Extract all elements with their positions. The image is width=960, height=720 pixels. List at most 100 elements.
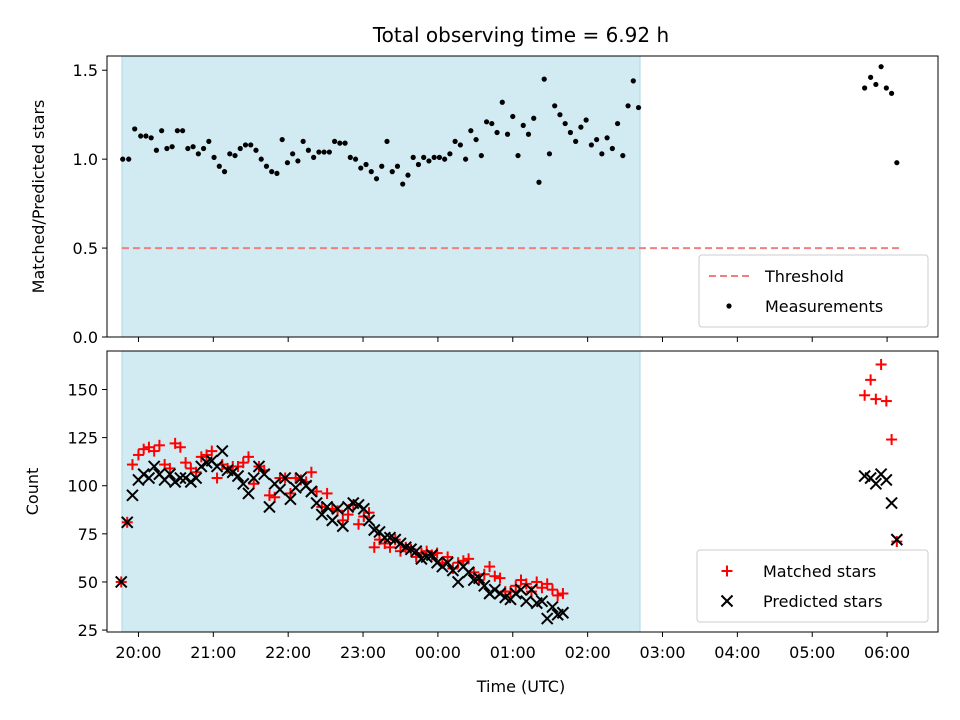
data-point xyxy=(331,502,344,516)
data-point xyxy=(289,481,302,494)
data-point xyxy=(389,169,395,175)
data-point xyxy=(426,158,432,164)
y-tick-label: 25 xyxy=(78,621,98,640)
data-point xyxy=(625,103,631,109)
data-point xyxy=(210,460,224,473)
data-point xyxy=(242,451,254,463)
data-point xyxy=(635,104,642,111)
data-point xyxy=(126,459,138,471)
observing-window-shade xyxy=(121,350,641,633)
data-point xyxy=(442,156,448,162)
data-point xyxy=(126,489,139,502)
x-tick-label: 00:00 xyxy=(415,643,461,662)
data-point xyxy=(468,566,480,578)
x-tick-label: 06:00 xyxy=(864,643,910,662)
data-point xyxy=(410,154,416,160)
data-point xyxy=(200,145,207,152)
data-point xyxy=(578,124,584,130)
data-point xyxy=(894,160,900,166)
data-point xyxy=(447,562,459,574)
axes-frame xyxy=(106,350,939,633)
data-point xyxy=(421,154,427,160)
data-point xyxy=(468,128,474,134)
data-point xyxy=(153,147,160,153)
data-point xyxy=(352,156,359,162)
data-point xyxy=(441,556,454,569)
y-tick-label: 100 xyxy=(67,477,98,496)
data-point xyxy=(353,518,365,530)
data-point xyxy=(504,131,511,137)
data-point xyxy=(132,449,144,461)
data-point xyxy=(520,578,532,590)
data-point xyxy=(290,472,302,484)
legend-label: Matched stars xyxy=(763,562,876,581)
data-point xyxy=(305,147,311,153)
data-point xyxy=(368,169,374,175)
data-point xyxy=(164,145,170,152)
data-point xyxy=(320,500,334,514)
data-point xyxy=(337,514,349,526)
data-point xyxy=(510,113,516,120)
data-point xyxy=(604,135,610,141)
x-tick-label: 23:00 xyxy=(340,643,386,662)
data-point xyxy=(478,579,491,593)
data-point xyxy=(431,154,437,160)
data-point xyxy=(295,158,301,164)
data-point xyxy=(599,151,605,157)
data-point xyxy=(148,445,160,457)
data-point xyxy=(321,149,327,155)
data-point xyxy=(342,509,354,521)
data-point xyxy=(273,483,287,496)
data-point xyxy=(269,169,275,175)
data-point xyxy=(174,471,187,485)
data-point xyxy=(227,151,233,157)
data-point xyxy=(311,154,317,160)
data-point xyxy=(190,466,202,478)
data-point xyxy=(546,584,558,596)
data-point xyxy=(880,473,893,487)
data-point xyxy=(284,487,296,499)
data-point xyxy=(132,126,138,132)
data-point xyxy=(195,151,201,157)
data-point xyxy=(552,589,564,601)
x-tick-label: 05:00 xyxy=(789,643,835,662)
data-point xyxy=(499,99,505,105)
data-point xyxy=(552,103,558,109)
data-point xyxy=(891,536,903,548)
series-predicted-stars xyxy=(115,444,904,625)
data-point xyxy=(237,457,249,469)
data-point xyxy=(274,170,280,176)
data-point xyxy=(875,358,887,370)
y-tick-label: 50 xyxy=(78,573,98,592)
y-tick-label: 75 xyxy=(78,525,98,544)
data-point xyxy=(573,138,579,144)
data-point xyxy=(180,457,192,469)
data-point xyxy=(332,505,344,517)
data-point xyxy=(148,135,154,141)
data-point xyxy=(206,138,212,144)
data-point xyxy=(211,472,223,484)
data-point xyxy=(525,586,537,598)
data-point xyxy=(546,151,553,157)
x-axis-label: Time (UTC) xyxy=(476,677,565,696)
data-point xyxy=(494,572,506,584)
data-point xyxy=(331,138,338,144)
data-point xyxy=(278,471,292,485)
data-point xyxy=(525,131,532,137)
data-point xyxy=(457,555,469,567)
data-point xyxy=(588,142,594,148)
data-point xyxy=(379,163,385,169)
data-point xyxy=(515,152,521,159)
data-point xyxy=(232,152,238,159)
data-point xyxy=(400,181,406,187)
data-point xyxy=(869,477,883,491)
data-point xyxy=(536,179,542,185)
data-point xyxy=(463,156,469,162)
data-point xyxy=(594,136,600,143)
data-point xyxy=(142,471,156,485)
data-point xyxy=(147,460,161,473)
count-panel: 25 50 75 100 125 150 20:00 21:00 22:00 23:00 00:00… xyxy=(23,350,939,662)
chart-title: Total observing time = 6.92 h xyxy=(372,23,669,47)
data-point xyxy=(541,578,553,590)
data-point xyxy=(357,502,370,516)
